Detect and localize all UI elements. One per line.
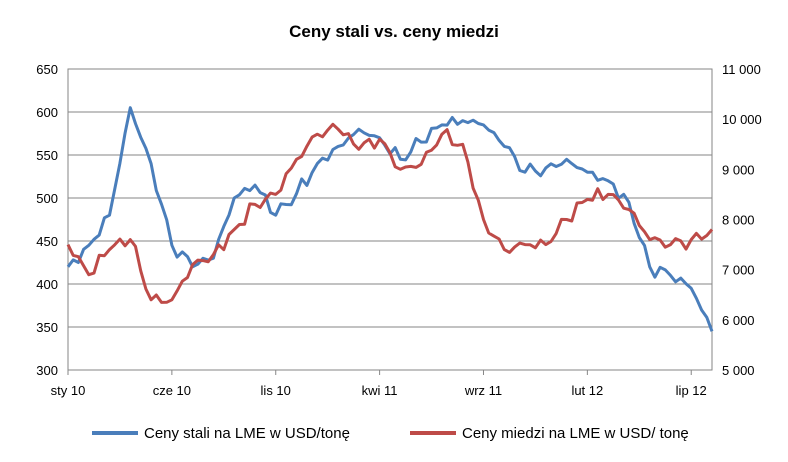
plot-area	[67, 68, 713, 371]
y-left-tick-label: 600	[36, 105, 58, 120]
y-right-tick-label: 8 000	[722, 213, 755, 228]
x-tick-label: lis 10	[261, 383, 291, 398]
legend-item-steel: Ceny stali na LME w USD/tonę	[92, 418, 350, 448]
y-right-tick-label: 10 000	[722, 112, 762, 127]
chart-title: Ceny stali vs. ceny miedzi	[289, 22, 499, 41]
x-tick-label: wrz 11	[464, 383, 502, 398]
x-tick-label: lip 12	[676, 383, 707, 398]
y-left-tick-label: 450	[36, 234, 58, 249]
legend-label-steel: Ceny stali na LME w USD/tonę	[144, 424, 350, 442]
legend-item-copper: Ceny miedzi na LME w USD/ tonę	[410, 418, 689, 448]
y-right-tick-label: 7 000	[722, 263, 755, 278]
y-right-tick-label: 5 000	[722, 363, 755, 378]
axes: 300 350 400 450 500 550 600 650 5 000 6 000 7 000 8…	[36, 62, 761, 398]
x-tick-label: kwi 11	[362, 383, 398, 398]
x-tick-label: cze 10	[153, 383, 191, 398]
legend: Ceny stali na LME w USD/tonę Ceny miedzi…	[0, 418, 788, 448]
y-left-tick-label: 350	[36, 320, 58, 335]
legend-swatch-copper	[410, 431, 456, 435]
y-left-tick-label: 550	[36, 148, 58, 163]
y-left-tick-label: 500	[36, 191, 58, 206]
y-left-tick-label: 300	[36, 363, 58, 378]
y-right-tick-label: 9 000	[722, 162, 755, 177]
x-tick-label: lut 12	[571, 383, 603, 398]
series-lines	[66, 106, 714, 332]
y-right-tick-label: 6 000	[722, 313, 755, 328]
series-line-copper	[66, 122, 714, 304]
y-right-tick-label: 11 000	[722, 62, 761, 77]
legend-label-copper: Ceny miedzi na LME w USD/ tonę	[462, 424, 689, 442]
y-left-tick-label: 400	[36, 277, 58, 292]
x-tick-label: sty 10	[51, 383, 86, 398]
y-left-tick-label: 650	[36, 62, 58, 77]
legend-swatch-steel	[92, 431, 138, 435]
